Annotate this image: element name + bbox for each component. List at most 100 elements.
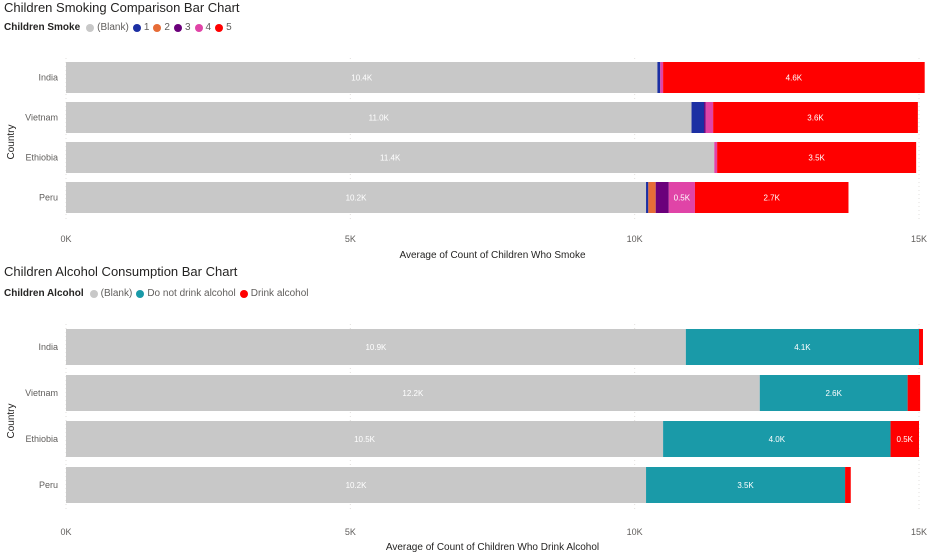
- bar-segment: [66, 375, 760, 411]
- x-tick-label: 15K: [911, 527, 927, 537]
- y-axis-title: Country: [6, 403, 17, 438]
- legend: Children Smoke (Blank) 1 2 3 4 5: [4, 22, 236, 33]
- bar-segment: [66, 421, 664, 457]
- bar-segment: [66, 102, 692, 133]
- bar-segment: [759, 375, 908, 411]
- bar-segment: [890, 421, 919, 457]
- legend-label: 5: [226, 22, 232, 33]
- data-label: 10.5K: [354, 435, 376, 444]
- x-axis-title: Average of Count of Children Who Smoke: [399, 250, 585, 261]
- legend-label: 4: [205, 22, 212, 33]
- legend-label: Do not drink alcohol: [147, 288, 236, 299]
- category-label: Vietnam: [25, 388, 58, 398]
- legend-dot: [194, 23, 203, 32]
- legend-dot: [239, 289, 248, 298]
- alcohol-bar-chart: 0K 5K 10K 15K India 10.9K 4.1K Vietnam 12.2K 2.6K…: [6, 324, 927, 553]
- legend-dot: [89, 289, 98, 298]
- bar-segment: [663, 421, 891, 457]
- data-label: 4.0K: [769, 435, 786, 444]
- data-label: 3.5K: [808, 154, 825, 163]
- legend-dot: [173, 23, 182, 32]
- bar-segment: [845, 467, 851, 503]
- category-label: Ethiobia: [25, 434, 58, 444]
- legend-dot: [86, 23, 95, 32]
- legend-dot: [215, 23, 224, 32]
- data-label: 2.6K: [825, 389, 842, 398]
- legend-label: 3: [184, 22, 191, 33]
- bar-segment: [691, 102, 705, 133]
- legend-dot: [136, 289, 145, 298]
- category-label: India: [38, 73, 58, 83]
- legend-item[interactable]: (Blank): [86, 22, 129, 33]
- legend-dot: [153, 23, 162, 32]
- legend-dot: [132, 23, 141, 32]
- chart-title: Children Alcohol Consumption Bar Chart: [4, 264, 238, 279]
- bar-segment: [66, 467, 647, 503]
- data-label: 0.5K: [674, 194, 691, 203]
- bar-segment: [714, 142, 718, 173]
- legend-label: 1: [143, 22, 150, 33]
- bar-segment: [660, 62, 664, 93]
- chart-title: Children Smoking Comparison Bar Chart: [4, 0, 240, 15]
- data-label: 3.6K: [807, 114, 824, 123]
- legend: Children Alcohol (Blank) Do not drink alco…: [4, 288, 313, 299]
- legend-item[interactable]: (Blank): [89, 288, 133, 299]
- data-label: 10.4K: [351, 74, 373, 83]
- bar-segment: [919, 329, 923, 365]
- legend-label: Drink alcohol: [250, 288, 309, 299]
- category-label: Peru: [39, 480, 58, 490]
- x-tick-label: 15K: [911, 234, 927, 244]
- bar-segment: [646, 182, 649, 213]
- legend-label: (Blank): [97, 22, 129, 33]
- x-tick-label: 5K: [345, 234, 356, 244]
- bar-segment: [66, 329, 686, 365]
- data-label: 10.2K: [346, 481, 368, 490]
- bar-segment: [66, 142, 715, 173]
- legend-label: (Blank): [100, 288, 133, 299]
- bar-segment: [66, 62, 658, 93]
- x-tick-label: 0K: [60, 527, 71, 537]
- bar-segment: [705, 102, 714, 133]
- data-label: 10.2K: [346, 194, 368, 203]
- x-tick-label: 10K: [627, 527, 643, 537]
- x-axis-title: Average of Count of Children Who Drink A…: [386, 542, 599, 553]
- legend-item[interactable]: 5: [215, 22, 232, 33]
- legend-label: 2: [164, 22, 170, 33]
- legend-title: Children Smoke: [4, 22, 81, 33]
- legend-item[interactable]: Drink alcohol: [239, 288, 309, 299]
- data-label: 11.0K: [369, 114, 390, 123]
- bar-segment: [655, 182, 669, 213]
- data-label: 2.7K: [763, 194, 780, 203]
- bar-segment: [648, 182, 656, 213]
- bar-segment: [657, 62, 661, 93]
- bar-segment: [907, 375, 921, 411]
- x-tick-label: 0K: [60, 234, 71, 244]
- data-label: 3.5K: [737, 481, 754, 490]
- category-label: Ethiobia: [25, 153, 58, 163]
- smoking-chart-panel: Children Smoking Comparison Bar Chart Ch…: [0, 0, 942, 268]
- bar-segment: [694, 182, 849, 213]
- bar-segment: [663, 62, 925, 93]
- category-label: India: [38, 342, 58, 352]
- bar-segment: [685, 329, 919, 365]
- legend-title: Children Alcohol: [4, 288, 84, 299]
- data-label: 11.4K: [380, 154, 401, 163]
- legend-item[interactable]: 3: [173, 22, 191, 33]
- legend-item[interactable]: 2: [153, 22, 170, 33]
- legend-item[interactable]: Do not drink alcohol: [136, 288, 236, 299]
- smoking-bar-chart: 0K 5K 10K 15K India 10.4K 4.6K Vietnam 11.0K 3.6K…: [6, 58, 927, 261]
- x-tick-label: 10K: [627, 234, 643, 244]
- bar-segment: [717, 142, 917, 173]
- data-label: 4.6K: [786, 74, 803, 83]
- bar-segment: [66, 182, 647, 213]
- bar-segment: [713, 102, 918, 133]
- legend-item[interactable]: 4: [194, 22, 212, 33]
- bar-segment: [668, 182, 695, 213]
- data-label: 0.5K: [897, 435, 914, 444]
- legend-item[interactable]: 1: [132, 22, 150, 33]
- data-label: 10.9K: [365, 343, 387, 352]
- data-label: 12.2K: [402, 389, 424, 398]
- alcohol-chart-panel: Children Alcohol Consumption Bar Chart C…: [0, 262, 942, 554]
- category-label: Vietnam: [25, 113, 58, 123]
- data-label: 4.1K: [794, 343, 811, 352]
